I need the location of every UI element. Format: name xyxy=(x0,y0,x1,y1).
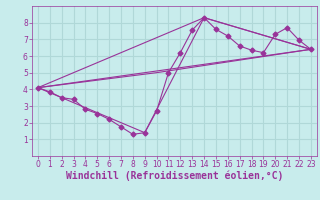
X-axis label: Windchill (Refroidissement éolien,°C): Windchill (Refroidissement éolien,°C) xyxy=(66,171,283,181)
